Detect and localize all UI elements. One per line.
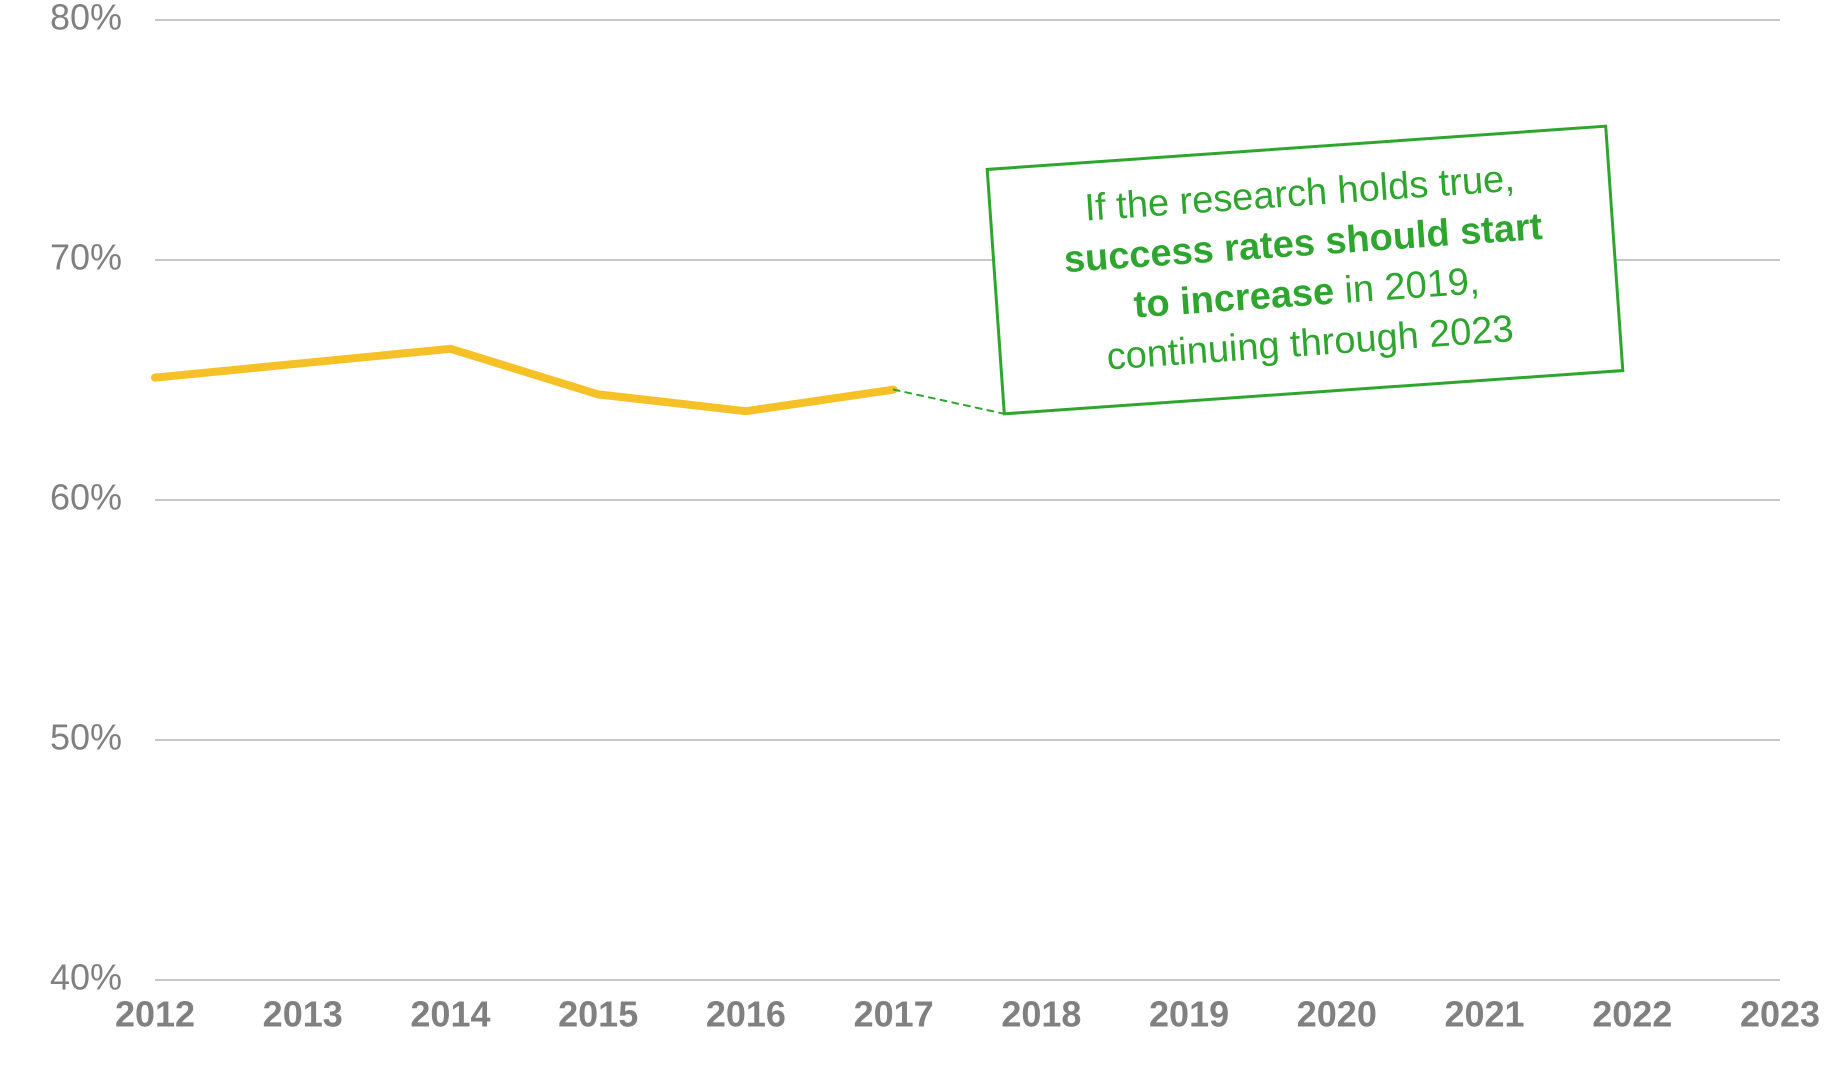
chart-svg: 40% 50% 60% 70% 80% 2012 2013 2014 2015 2016 2017 2… bbox=[0, 0, 1847, 1073]
x-axis-label: 2022 bbox=[1592, 993, 1672, 1034]
x-axis-label: 2023 bbox=[1740, 993, 1820, 1034]
x-axis-label: 2015 bbox=[558, 993, 638, 1034]
x-axis-label: 2014 bbox=[410, 993, 490, 1034]
x-axis-label: 2021 bbox=[1444, 993, 1524, 1034]
y-axis-label: 40% bbox=[50, 957, 122, 998]
x-axis-label: 2017 bbox=[854, 993, 934, 1034]
series-success-rate bbox=[155, 349, 894, 411]
x-axis-label: 2012 bbox=[115, 993, 195, 1034]
callout: If the research holds true,success rates… bbox=[987, 126, 1623, 414]
x-axis-label: 2013 bbox=[263, 993, 343, 1034]
x-axis-label: 2019 bbox=[1149, 993, 1229, 1034]
y-axis-label: 50% bbox=[50, 717, 122, 758]
y-axis-label: 80% bbox=[50, 0, 122, 38]
y-axis-label: 60% bbox=[50, 477, 122, 518]
line-chart: 40% 50% 60% 70% 80% 2012 2013 2014 2015 2016 2017 2… bbox=[0, 0, 1847, 1073]
x-axis-label: 2018 bbox=[1001, 993, 1081, 1034]
x-axis-label: 2016 bbox=[706, 993, 786, 1034]
x-axis-label: 2020 bbox=[1297, 993, 1377, 1034]
callout-leader bbox=[894, 390, 1005, 414]
y-axis-label: 70% bbox=[50, 237, 122, 278]
